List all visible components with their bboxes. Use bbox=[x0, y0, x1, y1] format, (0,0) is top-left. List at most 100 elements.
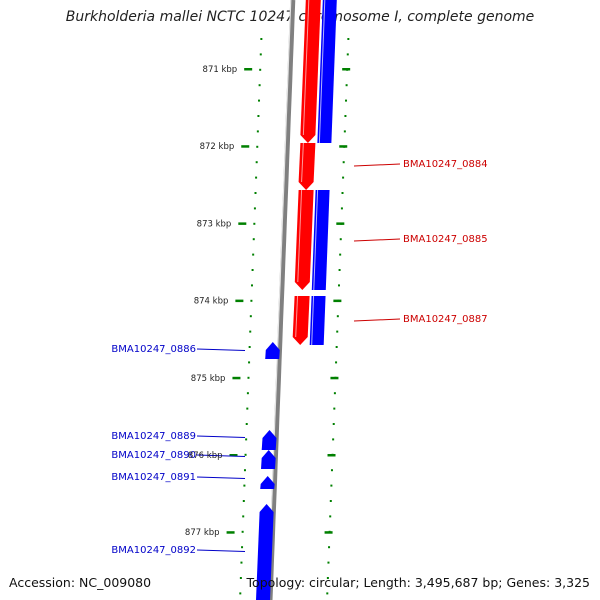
length-value: 3,495,687 bp bbox=[414, 575, 499, 590]
major-tick-outer bbox=[324, 531, 333, 534]
minor-tick bbox=[249, 315, 252, 318]
minor-tick bbox=[246, 407, 249, 410]
scale-tick-label: 872 kbp bbox=[200, 142, 235, 152]
minor-tick bbox=[255, 161, 258, 164]
major-tick-outer bbox=[336, 222, 345, 225]
gene-label-leader bbox=[196, 476, 246, 479]
minor-tick bbox=[329, 500, 332, 502]
scale-labels: 871 kbp 872 kbp 873 kbp 874 kbp 875 kbp 876 k… bbox=[185, 65, 237, 538]
minor-tick bbox=[252, 253, 255, 256]
gene-label-leader bbox=[353, 238, 401, 242]
minor-tick bbox=[250, 284, 253, 287]
minor-tick bbox=[346, 53, 349, 56]
minor-tick bbox=[327, 561, 330, 564]
major-tick bbox=[235, 299, 244, 303]
minor-tick bbox=[333, 392, 336, 395]
minor-tick bbox=[258, 84, 261, 87]
reverse-gene bbox=[300, 0, 321, 143]
minor-tick bbox=[340, 207, 343, 210]
minor-tick bbox=[256, 130, 259, 133]
minor-tick bbox=[328, 546, 331, 549]
scale-tick-label: 871 kbp bbox=[203, 65, 238, 75]
minor-tick bbox=[254, 192, 257, 194]
minor-tick bbox=[333, 407, 336, 410]
backbone-highlight bbox=[267, 0, 292, 600]
minor-tick bbox=[326, 577, 329, 579]
minor-tick bbox=[241, 546, 244, 549]
minor-tick bbox=[241, 530, 244, 533]
minor-tick bbox=[243, 484, 246, 487]
forward-gene bbox=[260, 476, 275, 489]
minor-tick bbox=[335, 346, 338, 348]
minor-tick bbox=[253, 222, 256, 225]
backbone-line bbox=[267, 0, 296, 600]
minor-tick bbox=[243, 469, 246, 472]
accession-footer: Accession: NC_009080 bbox=[9, 575, 151, 590]
gene-label-leader bbox=[353, 163, 401, 167]
minor-tick bbox=[246, 392, 249, 395]
minor-tick bbox=[242, 515, 245, 518]
gene-labels: BMA10247_0884 BMA10247_0885 BMA10247_0887 B… bbox=[111, 159, 487, 556]
minor-tick bbox=[345, 84, 348, 87]
forward-gene-label: BMA10247_0890 bbox=[111, 450, 196, 461]
length-label: Length: bbox=[363, 575, 411, 590]
minor-tick bbox=[345, 99, 348, 102]
minor-tick bbox=[347, 38, 350, 40]
major-tick bbox=[232, 376, 241, 380]
minor-tick bbox=[341, 192, 344, 194]
gene-label-leader bbox=[196, 348, 246, 351]
reverse-gene-label: BMA10247_0887 bbox=[403, 314, 488, 325]
topology-footer: Topology: circular; Length: 3,495,687 bp… bbox=[246, 575, 590, 590]
minor-tick bbox=[258, 99, 261, 102]
forward-gene bbox=[261, 450, 276, 469]
gene-label-leader bbox=[196, 435, 246, 438]
major-tick-outer bbox=[330, 376, 339, 380]
minor-tick bbox=[339, 253, 342, 256]
minor-tick bbox=[342, 161, 345, 164]
minor-tick bbox=[256, 145, 259, 148]
minor-tick bbox=[336, 330, 339, 333]
scale-tick-label: 873 kbp bbox=[197, 219, 232, 229]
minor-tick bbox=[332, 438, 335, 441]
major-tick-outer bbox=[342, 68, 351, 71]
minor-tick bbox=[337, 284, 340, 287]
minor-tick bbox=[252, 238, 255, 241]
major-tick bbox=[229, 454, 238, 457]
minor-tick bbox=[343, 130, 346, 133]
map-title: Burkholderia mallei NCTC 10247 chromosom… bbox=[65, 9, 535, 25]
outer-gene-segment bbox=[317, 0, 337, 143]
minor-tick bbox=[248, 361, 251, 364]
forward-gene-label: BMA10247_0886 bbox=[111, 344, 196, 355]
gene-label-leader bbox=[196, 549, 246, 552]
backbone bbox=[267, 0, 296, 600]
minor-tick bbox=[260, 38, 263, 40]
scale-tick-label: 877 kbp bbox=[185, 528, 220, 538]
genes-label: Genes: bbox=[506, 575, 551, 590]
minor-tick bbox=[245, 423, 248, 425]
reverse-gene bbox=[294, 190, 314, 290]
major-tick-outer bbox=[339, 145, 348, 148]
topology-value: circular bbox=[309, 575, 356, 590]
minor-tick bbox=[335, 361, 338, 364]
minor-tick bbox=[245, 438, 248, 441]
minor-tick bbox=[240, 561, 243, 564]
reverse-gene bbox=[292, 296, 310, 345]
forward-gene-label: BMA10247_0889 bbox=[111, 431, 196, 442]
major-tick bbox=[241, 145, 250, 148]
minor-tick bbox=[344, 115, 347, 117]
minor-tick bbox=[259, 53, 262, 56]
scale-tick-label: 876 kbp bbox=[188, 451, 223, 461]
reverse-gene bbox=[298, 143, 316, 190]
minor-tick bbox=[339, 238, 342, 241]
minor-tick bbox=[248, 346, 251, 348]
scale-tick-label: 874 kbp bbox=[194, 297, 229, 307]
forward-gene bbox=[265, 342, 280, 359]
major-tick-outer bbox=[327, 454, 336, 457]
minor-tick bbox=[336, 315, 339, 318]
minor-tick bbox=[329, 515, 332, 518]
scale-ticks bbox=[226, 38, 351, 595]
minor-tick bbox=[239, 577, 242, 579]
gene-label-leader bbox=[196, 454, 246, 457]
minor-tick bbox=[330, 469, 333, 472]
